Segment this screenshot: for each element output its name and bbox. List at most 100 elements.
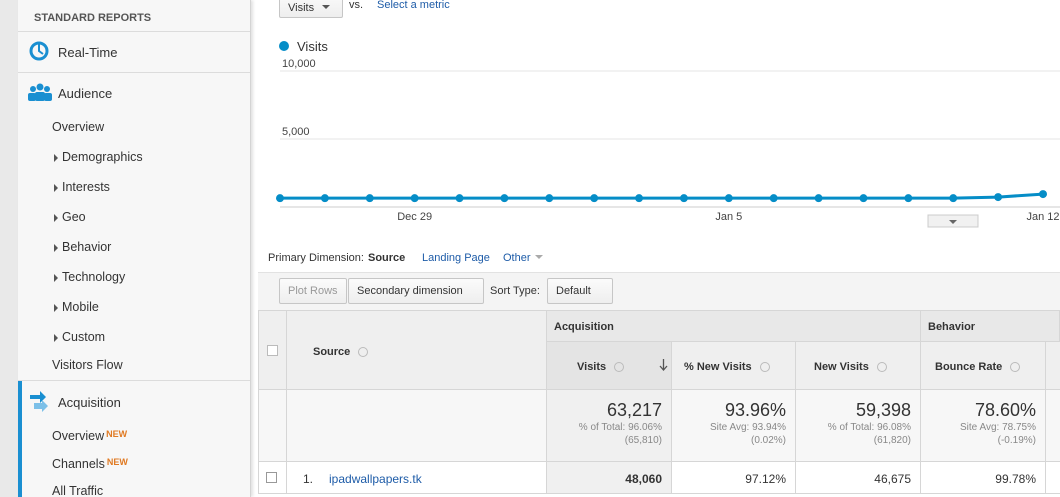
data-point [635,194,644,203]
new-badge: NEW [106,457,128,467]
nav-section[interactable]: Real-Time [58,45,118,60]
y-tick-label: 5,000 [282,126,310,138]
metric-value: 99.78% [995,472,1036,486]
header-column [1046,342,1060,390]
nav-item[interactable]: Geo [62,210,86,224]
nav-item[interactable]: Mobile [62,300,99,314]
select-metric-link[interactable]: Select a metric [377,0,450,11]
row-cell: 1. ipadwallpapers.tk [287,462,547,494]
nav-item[interactable]: Overview [52,120,105,134]
legend-label: Visits [297,39,328,54]
data-point [814,194,823,203]
dimension-option[interactable]: Landing Page [422,252,490,264]
nav-item[interactable]: Channels NEW [52,457,128,471]
nav-item[interactable]: Overview NEW [52,429,127,443]
data-point [994,193,1003,202]
nav-section[interactable]: Acquisition [58,395,121,410]
header-column[interactable]: New Visits [796,342,921,390]
caret [322,5,331,9]
row-cell: 48,060 [547,462,672,494]
data-point [949,194,958,203]
source-link[interactable]: ipadwallpapers.tk [329,472,422,486]
total-note: (61,820) [873,435,911,446]
caret [534,255,543,259]
help-icon[interactable] [1010,362,1021,372]
audience-icon [28,83,52,101]
expand-arrow [54,334,58,342]
row-cell [1046,462,1060,494]
nav-item[interactable]: Custom [62,330,106,344]
checkbox[interactable] [267,345,278,356]
column-title: Bounce Rate [935,361,1003,373]
dimension-option[interactable]: Other [503,252,543,264]
total-note: % of Total: 96.08% [827,422,911,433]
header-column[interactable]: Bounce Rate [921,342,1046,390]
totals-cell [287,390,547,462]
row-cell: 46,675 [796,462,921,494]
header-column[interactable]: % New Visits [672,342,796,390]
column-title: New Visits [814,361,869,373]
total-value: 93.96% [724,400,786,420]
nav-item[interactable]: Behavior [62,240,112,254]
plot-rows-button[interactable]: Plot Rows [279,278,347,304]
dropdown-label: Secondary dimension [357,285,463,297]
data-point [904,194,913,203]
metric-dropdown[interactable]: Visits [279,0,343,18]
data-point [500,194,509,203]
help-icon[interactable] [876,362,887,372]
data-point [769,194,778,203]
nav-item[interactable]: Demographics [62,150,143,164]
data-point [365,194,374,203]
dimension-option-active[interactable]: Source [368,252,406,264]
sort-type-dropdown[interactable]: Default [547,278,613,316]
handle-arrow [949,220,957,224]
total-note: (-0.19%) [997,435,1036,446]
nav-item[interactable]: All Traffic [52,484,104,497]
secondary-dimension-dropdown[interactable]: Secondary dimension [348,278,484,316]
row-index: 1. [303,472,314,486]
help-icon[interactable] [614,362,625,372]
header-source[interactable]: Source [287,310,547,390]
total-value: 78.60% [974,400,1036,420]
acquisition-icon [30,391,48,412]
header-checkbox-cell [258,310,287,390]
total-note: Site Avg: 78.75% [960,422,1036,433]
expand-arrow [54,184,58,192]
data-point [1039,190,1047,199]
totals-cell [258,390,287,462]
data-point [590,194,599,203]
expand-arrow [54,244,58,252]
x-tick-label: Dec 29 [397,211,432,223]
help-icon[interactable] [759,362,770,372]
total-note: Site Avg: 93.94% [710,422,786,433]
data-point [410,194,419,203]
checkbox[interactable] [266,472,277,483]
nav-item[interactable]: Interests [62,180,110,194]
nav-section[interactable]: Audience [58,86,113,101]
chart: 5,000 10,000 Dec 29 Jan 5 Jan 12 Visits [276,39,1060,228]
active-indicator [18,381,22,497]
divider [18,380,250,381]
total-note: % of Total: 96.06% [578,422,662,433]
dropdown-label: Default [556,285,591,297]
data-point [276,194,284,203]
nav-label: Channels [52,457,105,471]
expand-arrow [54,304,58,312]
metric-label: Visits [288,2,315,14]
new-badge: NEW [106,429,128,439]
realtime-icon [29,41,49,61]
column-title: Source [313,346,351,358]
help-icon[interactable] [358,347,369,357]
sidebar-title: STANDARD REPORTS [34,12,152,24]
header-visits[interactable]: Visits [547,342,672,390]
totals-cell: 59,398 % of Total: 96.08% (61,820) [796,390,921,462]
data-point [724,194,733,203]
legend-swatch [279,41,289,51]
nav-item[interactable]: Visitors Flow [52,358,123,372]
data-point [859,194,868,203]
nav-item[interactable]: Technology [62,270,126,284]
sort-type-label: Sort Type: [490,285,540,297]
total-value: 59,398 [855,400,911,420]
data-point [320,194,329,203]
